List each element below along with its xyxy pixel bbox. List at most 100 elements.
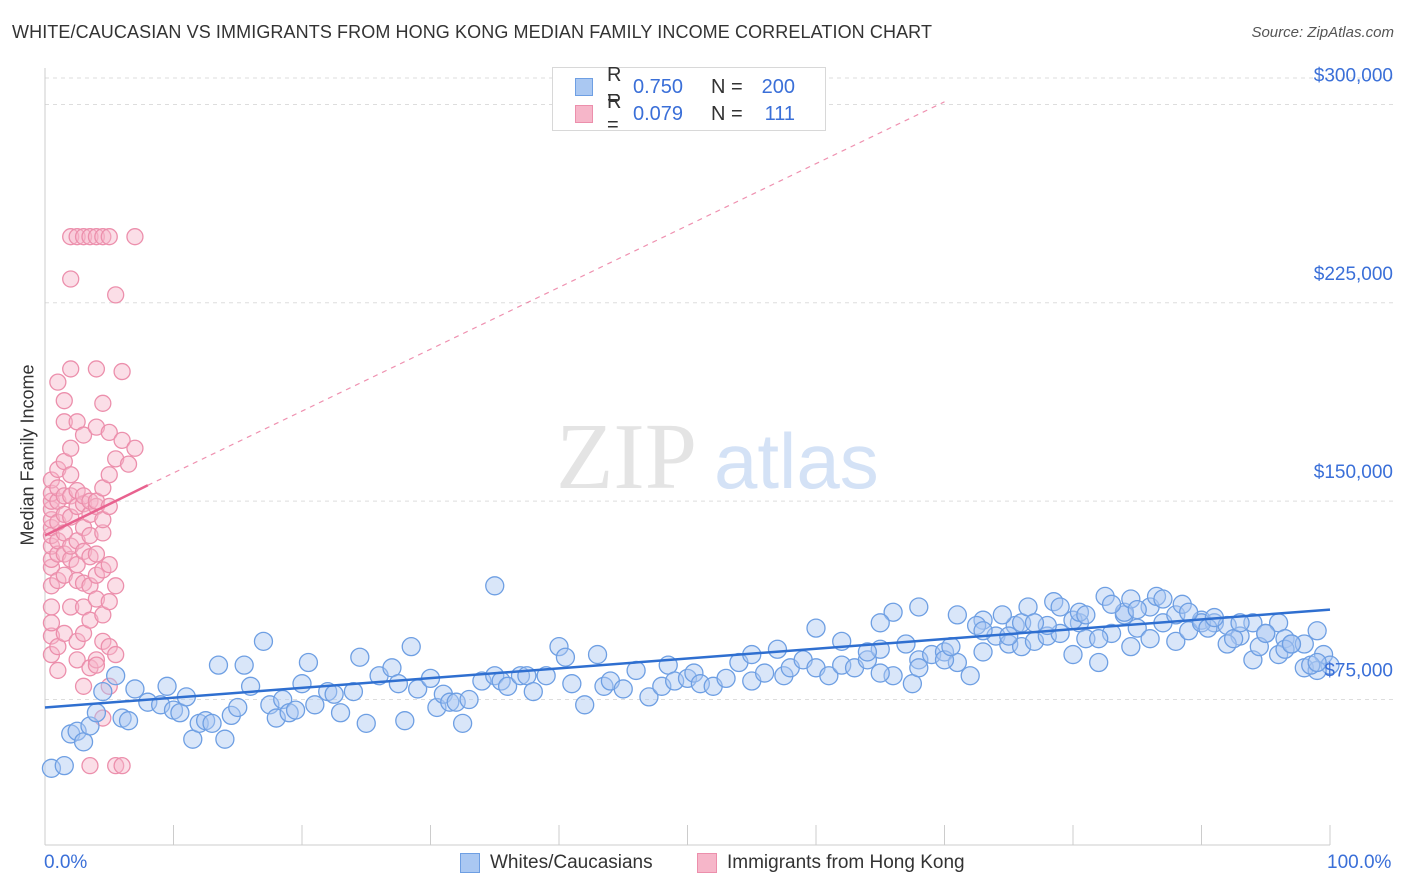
point-hongkong	[87, 228, 106, 246]
point-whites	[1024, 613, 1045, 633]
point-hongkong	[81, 757, 99, 775]
bottom-legend-label-whites: Whites/Caucasians	[490, 852, 653, 873]
point-whites	[754, 663, 775, 683]
point-whites	[1101, 594, 1122, 614]
point-hongkong	[81, 526, 99, 545]
point-hongkong	[68, 651, 86, 669]
point-hongkong	[62, 466, 80, 484]
point-whites	[215, 729, 235, 749]
point-whites	[639, 687, 659, 707]
point-whites	[285, 700, 306, 720]
point-hongkong	[55, 413, 73, 431]
point-whites	[388, 674, 409, 694]
point-whites	[485, 576, 505, 596]
point-hongkong	[94, 524, 112, 542]
point-whites	[1121, 636, 1141, 657]
point-hongkong	[74, 426, 93, 444]
point-whites	[440, 692, 460, 712]
point-hongkong	[62, 439, 80, 457]
trend-line-whites	[44, 608, 1331, 709]
point-whites	[125, 679, 145, 699]
point-hongkong	[55, 566, 73, 584]
point-hongkong	[81, 611, 99, 629]
point-hongkong	[107, 757, 125, 775]
point-whites	[555, 647, 576, 667]
point-hongkong	[87, 545, 106, 563]
point-whites	[999, 626, 1019, 646]
point-whites	[356, 713, 376, 733]
point-whites	[350, 647, 370, 667]
y-tick-label: $150,000	[1314, 462, 1393, 483]
point-whites	[1230, 613, 1250, 633]
point-whites	[118, 711, 139, 731]
point-whites	[1307, 621, 1327, 641]
point-hongkong	[68, 228, 86, 246]
y-axis-title: Median Family Income	[17, 364, 38, 546]
point-hongkong	[113, 757, 131, 775]
point-hongkong	[62, 598, 80, 616]
trend-lines	[44, 101, 1331, 709]
point-whites	[1076, 605, 1096, 625]
point-whites	[767, 639, 788, 659]
point-whites	[1281, 634, 1302, 654]
point-whites	[934, 642, 955, 662]
point-whites	[587, 644, 608, 665]
point-whites	[613, 679, 633, 699]
point-hongkong	[49, 661, 67, 680]
point-whites	[497, 676, 518, 696]
x-max-label: 100.0%	[1327, 852, 1392, 873]
point-whites	[1217, 634, 1237, 654]
point-hongkong	[94, 228, 112, 246]
point-whites	[1140, 629, 1160, 649]
point-hongkong	[42, 598, 61, 616]
point-whites	[870, 663, 890, 683]
bottom-legend-label-hongkong: Immigrants from Hong Kong	[727, 852, 965, 873]
point-hongkong	[113, 362, 131, 381]
point-whites	[221, 705, 241, 726]
point-whites	[594, 676, 614, 696]
point-whites	[549, 636, 569, 657]
point-whites	[485, 666, 505, 686]
point-whites	[562, 674, 582, 694]
y-tick-label: $225,000	[1314, 264, 1393, 285]
legend-row-whites: R = 0.750 N = 200	[575, 64, 795, 109]
point-hongkong	[49, 545, 67, 563]
point-hongkong	[42, 614, 61, 632]
point-whites	[1121, 589, 1141, 609]
legend-n-label: N =	[711, 75, 743, 98]
point-whites	[401, 636, 421, 657]
point-hongkong	[42, 627, 61, 645]
point-whites	[253, 631, 274, 651]
chart-title: WHITE/CAUCASIAN VS IMMIGRANTS FROM HONG …	[12, 22, 933, 42]
point-hongkong	[126, 228, 144, 246]
point-whites	[1275, 639, 1295, 659]
point-whites	[452, 713, 473, 733]
legend-n-value: 200	[761, 75, 795, 98]
point-hongkong	[94, 394, 112, 412]
point-whites	[909, 658, 929, 678]
legend-n-label: N =	[711, 102, 743, 125]
point-hongkong	[107, 645, 125, 664]
point-whites	[202, 713, 222, 733]
point-hongkong	[87, 418, 106, 436]
trend-line-hongkong-extended	[147, 101, 945, 486]
legend-swatch-pink	[575, 105, 593, 123]
legend-r-label: R =	[607, 64, 622, 109]
point-hongkong	[62, 270, 80, 288]
point-hongkong	[62, 228, 80, 246]
bottom-legend-hongkong: Immigrants from Hong Kong	[697, 852, 965, 874]
y-tick-label: $300,000	[1314, 65, 1393, 86]
point-hongkong	[87, 651, 106, 669]
legend-swatch-blue	[575, 78, 593, 96]
point-hongkong	[107, 450, 125, 468]
point-whites	[1256, 623, 1276, 644]
point-hongkong	[87, 590, 106, 608]
point-whites	[324, 684, 344, 704]
point-whites	[523, 681, 543, 702]
point-hongkong	[126, 439, 144, 457]
point-hongkong	[107, 286, 125, 304]
point-whites	[973, 610, 993, 630]
point-hongkong	[100, 423, 118, 442]
bottom-legend-swatch-blue	[460, 853, 480, 873]
